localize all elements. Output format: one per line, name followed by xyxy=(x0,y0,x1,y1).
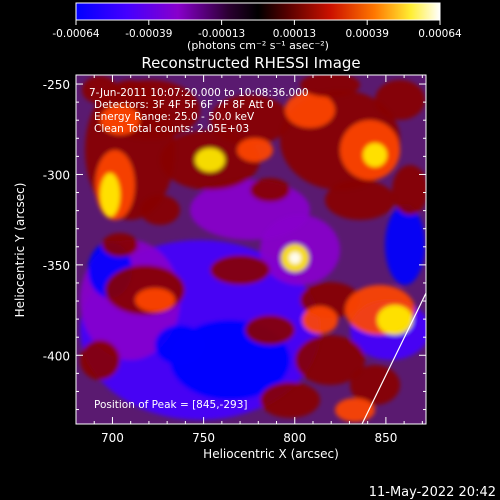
timestamp: 11-May-2022 20:42 xyxy=(369,485,496,500)
emission-region xyxy=(195,148,225,172)
emission-region xyxy=(260,382,320,418)
emission-region xyxy=(285,92,335,128)
emission-region xyxy=(289,252,301,264)
emission-region xyxy=(102,233,138,257)
colorbar: -0.00064 -0.00039 -0.00013 0.00013 0.00039 0.… xyxy=(52,2,462,52)
colorbar-tick-label: -0.00064 xyxy=(52,28,100,40)
solar-limb-line xyxy=(361,291,426,424)
emission-region xyxy=(325,180,395,220)
emission-region xyxy=(237,138,273,162)
emission-region xyxy=(350,365,400,405)
colorbar-tick-label: 0.00039 xyxy=(345,28,388,40)
emission-region xyxy=(135,288,175,312)
info-line-time: 7-Jun-2011 10:07:20.000 to 10:08:36.000 xyxy=(89,87,309,99)
x-tick-label: 800 xyxy=(283,431,306,445)
peak-position-label: Position of Peak = [845,-293] xyxy=(94,399,248,411)
emission-region xyxy=(363,143,387,167)
emission-region xyxy=(80,340,120,380)
colorbar-tick-label: 0.00013 xyxy=(273,28,316,40)
y-tick-label: -350 xyxy=(43,259,70,273)
image-emission xyxy=(80,75,426,422)
emission-region xyxy=(245,315,295,345)
info-line-energy: Energy Range: 25.0 - 50.0 keV xyxy=(94,111,255,123)
observation-info: 7-Jun-2011 10:07:20.000 to 10:08:36.000 … xyxy=(89,87,309,411)
colorbar-frame xyxy=(75,2,441,21)
y-tick-label: -400 xyxy=(43,349,70,363)
emission-region xyxy=(100,105,140,135)
colorbar-gradient xyxy=(76,3,440,20)
emission-region xyxy=(385,205,425,285)
plot-frame xyxy=(75,74,427,425)
x-tick-label: 850 xyxy=(374,431,397,445)
emission-region xyxy=(295,335,365,385)
emission-region xyxy=(210,255,270,285)
colorbar-tick-label: -0.00013 xyxy=(198,28,245,40)
emission-region xyxy=(140,195,180,225)
colorbar-unit-label: (photons cm⁻² s⁻¹ asec⁻²) xyxy=(187,39,329,52)
emission-region xyxy=(335,398,375,422)
emission-region xyxy=(302,306,338,334)
emission-region xyxy=(210,95,290,145)
colorbar-tick-label: -0.00039 xyxy=(125,28,172,40)
info-line-detectors: Detectors: 3F 4F 5F 6F 7F 8F Att 0 xyxy=(94,99,274,111)
emission-region xyxy=(392,165,426,215)
emission-region xyxy=(300,75,360,97)
colorbar-tick-label: 0.00064 xyxy=(418,28,462,40)
emission-region xyxy=(82,76,118,104)
emission-region xyxy=(100,173,120,217)
y-axis-label: Heliocentric Y (arcsec) xyxy=(13,183,27,318)
axis-ticks: 700 750 800 850 -250 -300 -350 -400 xyxy=(43,75,426,445)
x-tick-label: 700 xyxy=(101,431,124,445)
emission-region xyxy=(155,325,205,365)
colorbar-ticks: -0.00064 -0.00039 -0.00013 0.00013 0.00039 0.… xyxy=(52,20,462,40)
y-tick-label: -250 xyxy=(43,78,70,92)
emission-region xyxy=(250,178,290,202)
info-line-counts: Clean Total counts: 2.05E+03 xyxy=(94,123,249,135)
plot-title: Reconstructed RHESSI Image xyxy=(141,54,360,72)
rhessi-image xyxy=(76,75,426,424)
x-tick-label: 750 xyxy=(192,431,215,445)
emission-region xyxy=(375,80,425,120)
x-axis-label: Heliocentric X (arcsec) xyxy=(203,447,339,461)
y-tick-label: -300 xyxy=(43,168,70,182)
emission-region xyxy=(377,305,413,335)
